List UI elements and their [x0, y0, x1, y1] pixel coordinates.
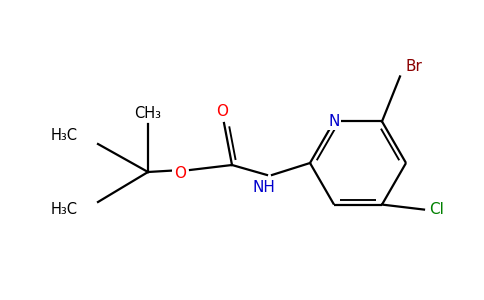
Text: CH₃: CH₃: [135, 106, 162, 121]
Text: NH: NH: [253, 179, 275, 194]
Text: O: O: [174, 166, 186, 181]
Text: O: O: [174, 166, 186, 181]
Text: O: O: [216, 104, 228, 119]
Text: H₃C: H₃C: [51, 128, 78, 143]
Text: N: N: [328, 114, 340, 129]
Text: NH: NH: [253, 179, 275, 194]
Text: H₃C: H₃C: [51, 202, 78, 217]
Text: N: N: [328, 114, 340, 129]
Text: O: O: [216, 104, 228, 119]
Text: H₃C: H₃C: [51, 202, 78, 217]
Text: Cl: Cl: [430, 202, 444, 217]
Text: Cl: Cl: [430, 202, 444, 217]
Text: CH₃: CH₃: [135, 106, 162, 121]
Text: Br: Br: [406, 59, 423, 74]
Text: H₃C: H₃C: [51, 128, 78, 143]
Text: Br: Br: [406, 59, 423, 74]
